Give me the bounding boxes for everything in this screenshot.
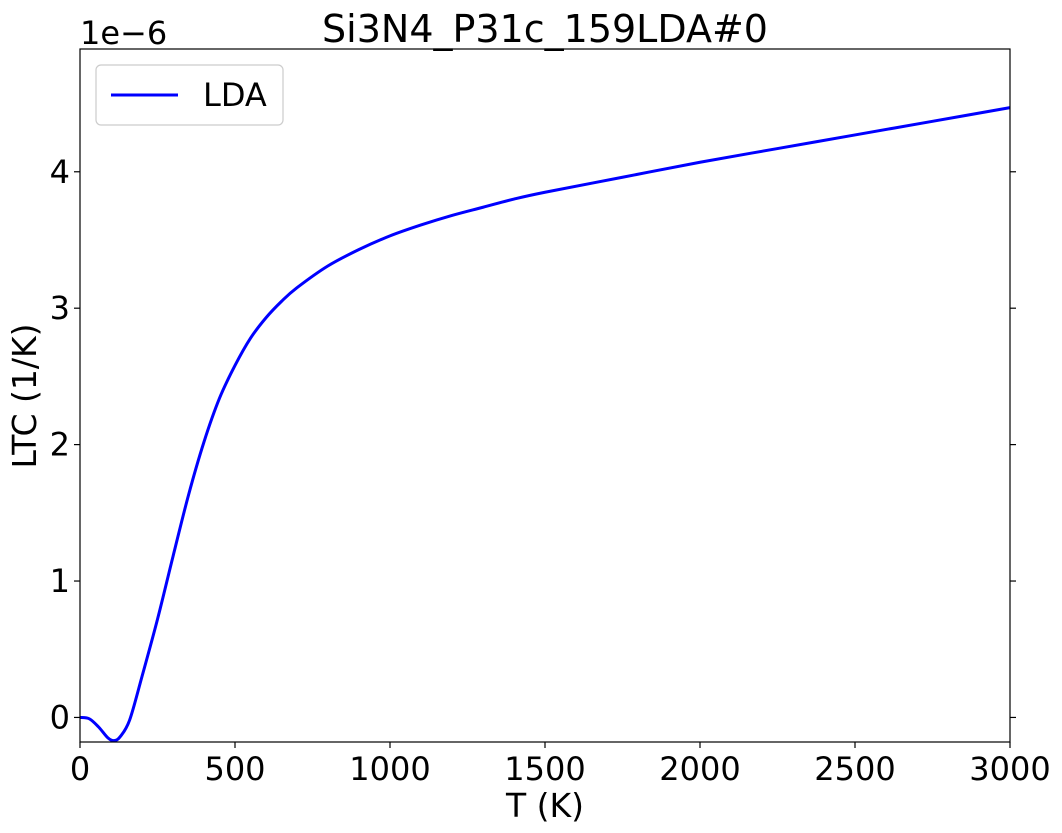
axis-ticks: 0 500 1000 1500 2000 2500 3000 0 1 2 3 4	[50, 153, 1051, 788]
x-tick-label: 2500	[814, 750, 895, 788]
legend-label-lda: LDA	[203, 76, 267, 114]
x-tick-label: 3000	[969, 750, 1050, 788]
y-tick-label: 3	[50, 289, 70, 327]
x-axis-label: T (K)	[505, 786, 584, 825]
x-tick-label: 0	[70, 750, 90, 788]
x-tick-label: 500	[204, 750, 265, 788]
chart-title: Si3N4_P31c_159LDA#0	[322, 7, 768, 51]
x-tick-label: 2000	[659, 750, 740, 788]
y-tick-label: 2	[50, 426, 70, 464]
legend-box	[95, 64, 284, 126]
y-tick-label: 1	[50, 562, 70, 600]
plot-frame	[79, 48, 1011, 743]
x-tick-label: 1500	[504, 750, 585, 788]
y-axis-label: LTC (1/K)	[5, 323, 44, 468]
plot-lines	[79, 106, 1011, 743]
y-offset-text: 1e−6	[80, 14, 167, 52]
legend: LDA	[95, 64, 284, 126]
series-line-lda	[79, 106, 1011, 743]
y-tick-label: 4	[50, 153, 70, 191]
y-tick-label: 0	[50, 698, 70, 736]
x-tick-label: 1000	[349, 750, 430, 788]
